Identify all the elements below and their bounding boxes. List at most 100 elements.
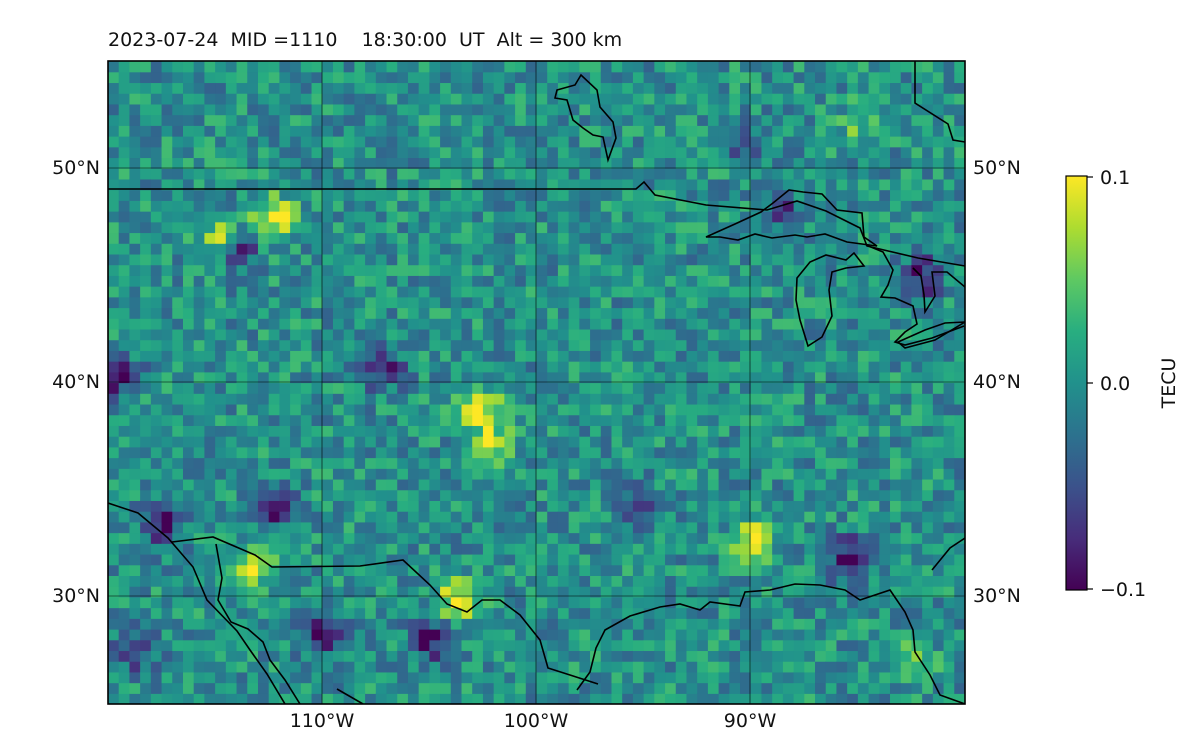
heatmap-cell	[686, 232, 698, 244]
heatmap-cell	[740, 521, 752, 534]
heatmap-cell	[429, 189, 441, 201]
heatmap-cell	[140, 328, 152, 341]
heatmap-cell	[782, 382, 795, 394]
heatmap-cell	[611, 221, 623, 234]
heatmap-cell	[375, 457, 388, 469]
heatmap-cell	[536, 511, 548, 523]
heatmap-cell	[836, 468, 848, 480]
heatmap-cell	[911, 168, 923, 180]
heatmap-cell	[397, 264, 409, 276]
heatmap-cell	[504, 586, 516, 598]
heatmap-cell	[868, 596, 880, 609]
heatmap-cell	[568, 393, 580, 405]
heatmap-cell	[236, 468, 248, 480]
heatmap-cell	[590, 296, 602, 309]
heatmap-cell	[375, 125, 388, 137]
heatmap-cell	[279, 307, 291, 319]
heatmap-cell	[193, 243, 206, 255]
heatmap-cell	[172, 361, 184, 373]
heatmap-cell	[472, 382, 484, 394]
heatmap-cell	[536, 693, 548, 704]
heatmap-cell	[643, 350, 655, 362]
heatmap-cell	[665, 521, 677, 534]
heatmap-cell	[493, 468, 505, 480]
heatmap-cell	[557, 253, 570, 266]
heatmap-cell	[911, 114, 923, 126]
heatmap-cell	[622, 71, 634, 84]
heatmap-cell	[300, 350, 313, 362]
heatmap-cell	[750, 296, 763, 309]
heatmap-cell	[290, 671, 302, 684]
heatmap-cell	[182, 671, 195, 684]
heatmap-cell	[290, 146, 302, 159]
heatmap-cell	[697, 328, 709, 341]
heatmap-cell	[525, 221, 538, 234]
heatmap-cell	[643, 553, 655, 566]
heatmap-cell	[536, 553, 548, 566]
heatmap-cell	[954, 296, 965, 309]
heatmap-cell	[697, 286, 709, 298]
heatmap-cell	[375, 232, 388, 244]
heatmap-cell	[675, 103, 688, 116]
heatmap-cell	[686, 682, 698, 694]
heatmap-cell	[697, 650, 709, 662]
heatmap-cell	[825, 361, 838, 373]
heatmap-cell	[322, 243, 334, 255]
heatmap-cell	[375, 339, 388, 351]
heatmap-cell	[482, 586, 495, 598]
heatmap-cell	[793, 564, 805, 576]
heatmap-cell	[397, 575, 409, 587]
heatmap-cell	[343, 586, 355, 598]
heatmap-cell	[922, 489, 934, 501]
heatmap-cell	[429, 393, 441, 405]
heatmap-cell	[900, 200, 913, 212]
heatmap-cell	[729, 650, 741, 662]
heatmap-cell	[440, 286, 452, 298]
heatmap-cell	[311, 661, 323, 673]
heatmap-cell	[611, 103, 623, 116]
heatmap-cell	[343, 650, 355, 662]
heatmap-cell	[236, 243, 248, 255]
heatmap-cell	[482, 553, 495, 566]
heatmap-cell	[793, 607, 805, 619]
heatmap-cell	[161, 264, 173, 276]
heatmap-cell	[761, 275, 773, 287]
heatmap-cell	[665, 328, 677, 341]
heatmap-cell	[515, 361, 527, 373]
heatmap-cell	[675, 243, 688, 255]
heatmap-cell	[343, 243, 355, 255]
heatmap-cell	[932, 393, 945, 405]
heatmap-cell	[750, 243, 763, 255]
heatmap-cell	[525, 146, 538, 159]
heatmap-cell	[236, 264, 248, 276]
heatmap-cell	[375, 103, 388, 116]
heatmap-cell	[161, 157, 173, 169]
heatmap-cell	[954, 125, 965, 137]
heatmap-cell	[825, 607, 838, 619]
heatmap-cell	[707, 71, 720, 84]
heatmap-cell	[793, 543, 805, 555]
heatmap-cell	[911, 136, 923, 148]
heatmap-cell	[236, 211, 248, 223]
heatmap-cell	[557, 564, 570, 576]
heatmap-cell	[900, 71, 913, 84]
heatmap-cell	[161, 318, 173, 330]
heatmap-cell	[750, 361, 763, 373]
heatmap-cell	[236, 532, 248, 544]
heatmap-cell	[257, 307, 270, 319]
heatmap-cell	[804, 93, 816, 105]
heatmap-cell	[311, 125, 323, 137]
heatmap-cell	[675, 361, 688, 373]
heatmap-cell	[418, 328, 430, 341]
heatmap-cell	[515, 596, 527, 609]
heatmap-cell	[332, 693, 345, 704]
heatmap-cell	[665, 618, 677, 630]
heatmap-cell	[707, 457, 720, 469]
heatmap-cell	[300, 211, 313, 223]
heatmap-cell	[515, 350, 527, 362]
heatmap-cell	[590, 371, 602, 384]
heatmap-cell	[118, 425, 131, 437]
heatmap-cell	[654, 500, 666, 512]
heatmap-cell	[825, 318, 838, 330]
heatmap-cell	[954, 328, 965, 341]
